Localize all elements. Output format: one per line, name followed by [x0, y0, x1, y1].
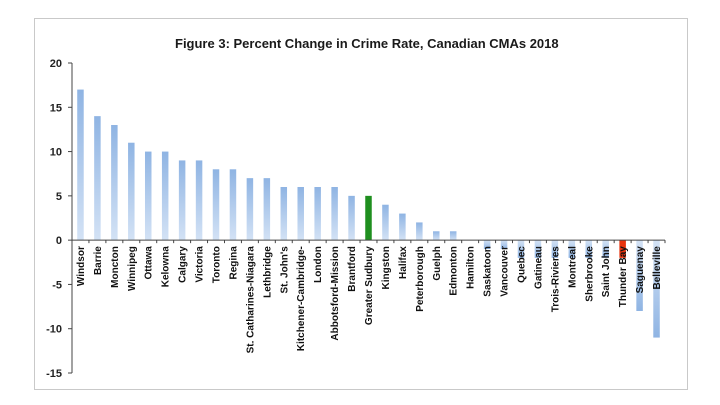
- bar: [534, 240, 542, 258]
- chart-title: Figure 3: Percent Change in Crime Rate, …: [175, 36, 559, 51]
- y-axis: 20 15 10 5 0 -5 -10 -15: [46, 58, 73, 380]
- bar: [416, 222, 423, 241]
- category-label: Montreal: [567, 246, 578, 288]
- category-label: Saskatoon: [483, 246, 494, 297]
- category-label: Saguenay: [635, 246, 646, 294]
- bar: [195, 160, 203, 241]
- category-label: Kingston: [381, 246, 392, 289]
- bar: [348, 195, 355, 241]
- bar: [178, 160, 186, 241]
- bar: [331, 187, 338, 241]
- category-labels: Windsor Barrie Moncton Winnipeg Ottawa Kelown…: [76, 246, 663, 354]
- category-label: Vancouver: [500, 246, 511, 297]
- bar: [94, 116, 101, 241]
- y-tick-label: 0: [56, 235, 62, 247]
- bar: [585, 240, 593, 258]
- bar: [636, 240, 643, 311]
- bar: [365, 195, 372, 241]
- bar: [517, 240, 525, 258]
- bars: [77, 89, 660, 338]
- bar: [399, 213, 406, 241]
- category-label: Peterborough: [415, 246, 426, 312]
- category-label: St. Catharines-Niagara: [245, 246, 256, 354]
- category-label: Kitchener-Cambridge-: [296, 246, 307, 351]
- category-label: Hamilton: [466, 246, 477, 289]
- y-tick-label: -5: [52, 279, 62, 291]
- bar: [246, 178, 254, 241]
- y-tick-label: 20: [50, 58, 62, 70]
- category-label: Greater Sudbury: [364, 246, 375, 325]
- y-tick-label: 10: [50, 147, 62, 159]
- category-label: Saint John: [601, 246, 612, 297]
- category-label: Halifax: [398, 246, 409, 279]
- x-axis: [71, 239, 666, 244]
- category-label: Belleville: [652, 246, 663, 290]
- bar: [144, 151, 152, 241]
- bar: [602, 240, 609, 258]
- bar: [551, 240, 559, 258]
- bar: [568, 240, 576, 258]
- bar: [382, 204, 389, 241]
- bar: [433, 231, 440, 241]
- chart-frame: [34, 18, 688, 390]
- category-label: Gatineau: [533, 246, 544, 289]
- bar: [483, 240, 491, 249]
- category-label: Guelph: [432, 246, 443, 280]
- category-label: Lethbridge: [262, 246, 273, 298]
- category-label: Moncton: [110, 246, 121, 288]
- bar: [111, 125, 118, 241]
- bar: [449, 231, 457, 241]
- bar: [280, 187, 288, 241]
- category-label: Winnipeg: [127, 246, 138, 291]
- category-label: Sherbrooke: [584, 246, 595, 302]
- bar: [314, 187, 321, 241]
- bar: [263, 178, 271, 241]
- category-label: Kelowna: [161, 246, 172, 288]
- y-tick-label: 5: [56, 191, 62, 203]
- category-label: Barrie: [93, 246, 104, 275]
- y-tick-label: 15: [50, 102, 62, 114]
- category-label: London: [313, 246, 324, 283]
- bar: [297, 187, 304, 241]
- bar: [619, 240, 626, 258]
- category-label: Trois-Rivieres: [550, 246, 561, 313]
- bar: [212, 169, 220, 241]
- category-label: Toronto: [212, 246, 223, 283]
- category-label: Brantford: [347, 246, 358, 292]
- category-label: Quebec: [516, 246, 527, 283]
- bar: [77, 89, 84, 241]
- y-tick-label: -15: [46, 368, 62, 380]
- bar: [653, 240, 660, 338]
- category-label: Edmonton: [449, 246, 460, 295]
- category-label: Regina: [228, 246, 239, 280]
- category-label: Abbotsford-Mission: [330, 246, 341, 340]
- bar: [500, 240, 508, 249]
- category-label: Ottawa: [144, 246, 155, 280]
- category-label: Windsor: [76, 246, 87, 286]
- bar: [229, 169, 237, 241]
- y-tick-label: -10: [46, 324, 62, 336]
- category-label: Calgary: [178, 246, 189, 283]
- bar: [161, 151, 169, 241]
- bar: [128, 142, 135, 241]
- category-label: Thunder Bay: [618, 246, 629, 308]
- category-label: Victoria: [195, 246, 206, 283]
- category-label: St. John's: [279, 246, 290, 294]
